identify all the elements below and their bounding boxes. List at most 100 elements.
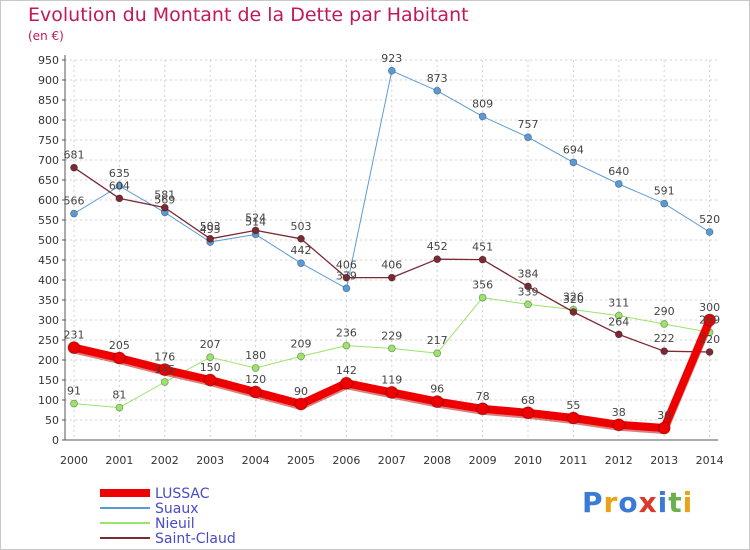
data-label-nieuil: 217: [427, 334, 448, 347]
data-label-suaux: 569: [154, 193, 175, 206]
data-label-nieuil: 236: [336, 327, 357, 340]
y-tick-label: 350: [38, 294, 59, 307]
point-lussac: [203, 373, 217, 387]
point-nieuil: [660, 320, 669, 328]
y-tick-label: 550: [38, 214, 59, 227]
x-tick-label: 2005: [287, 454, 315, 467]
grid: [65, 59, 718, 441]
point-saint-claud: [160, 203, 169, 212]
x-tick-label: 2012: [605, 454, 633, 467]
y-tick-label: 200: [38, 354, 59, 367]
point-lussac: [567, 411, 580, 425]
logo-letter: i: [657, 486, 669, 519]
data-label-suaux: 520: [699, 213, 720, 226]
legend-label-lussac: LUSSAC: [155, 486, 210, 502]
point-nieuil: [251, 364, 260, 372]
point-saint-claud: [387, 273, 396, 282]
data-label-nieuil: 145: [154, 363, 175, 376]
data-label-lussac: 205: [109, 339, 130, 352]
x-tick-label: 2010: [514, 454, 542, 467]
data-label-saint-claud: 681: [64, 149, 85, 162]
data-label-saint-claud: 524: [245, 211, 266, 224]
point-saint-claud: [115, 194, 124, 203]
data-label-nieuil: 81: [112, 389, 126, 402]
point-lussac: [113, 351, 126, 365]
y-tick-label: 700: [38, 154, 59, 167]
data-label-saint-claud: 451: [472, 241, 493, 254]
data-label-nieuil: 207: [200, 338, 221, 351]
x-tick-label: 2001: [105, 454, 133, 467]
data-label-saint-claud: 406: [381, 259, 402, 272]
point-suaux: [297, 259, 305, 268]
point-lussac: [385, 385, 399, 399]
logo-letter: i: [682, 486, 694, 519]
point-suaux: [478, 112, 487, 121]
data-label-lussac: 30: [657, 409, 671, 422]
point-saint-claud: [297, 234, 305, 243]
point-suaux: [705, 228, 714, 236]
y-tick-label: 800: [38, 114, 59, 127]
data-label-suaux: 923: [381, 52, 402, 65]
series-group: [67, 66, 716, 435]
y-tick-label: 750: [38, 134, 59, 147]
data-label-saint-claud: 406: [336, 259, 357, 272]
point-nieuil: [524, 300, 532, 309]
point-nieuil: [115, 403, 124, 412]
point-saint-claud: [433, 255, 442, 264]
data-label-lussac: 68: [521, 394, 535, 407]
data-label-nieuil: 209: [291, 337, 312, 350]
y-tick-label: 300: [38, 314, 59, 327]
point-suaux: [433, 86, 442, 95]
data-label-nieuil: 356: [472, 279, 493, 292]
data-label-saint-claud: 604: [109, 179, 130, 192]
point-lussac: [703, 313, 716, 327]
x-tick-label: 2014: [696, 454, 724, 467]
data-label-lussac: 38: [612, 406, 626, 419]
point-nieuil: [342, 341, 351, 350]
point-lussac: [339, 376, 353, 390]
y-tick-label: 650: [38, 174, 59, 187]
x-tick-label: 2002: [151, 454, 179, 467]
point-saint-claud: [206, 234, 215, 243]
chart-subtitle: (en €): [28, 29, 64, 43]
point-saint-claud: [569, 308, 578, 316]
point-saint-claud: [660, 347, 669, 356]
data-label-lussac: 231: [64, 329, 85, 342]
point-nieuil: [160, 378, 169, 386]
legend-label-suaux: Suaux: [155, 501, 199, 517]
point-suaux: [387, 66, 396, 75]
data-label-suaux: 442: [291, 244, 312, 257]
point-nieuil: [70, 399, 78, 408]
y-tick-label: 0: [52, 434, 59, 447]
data-label-saint-claud: 581: [154, 189, 175, 202]
point-nieuil: [433, 349, 442, 358]
data-label-lussac: 78: [476, 390, 490, 403]
x-tick-label: 2011: [559, 454, 587, 467]
data-label-suaux: 514: [245, 215, 266, 228]
data-label-suaux: 640: [608, 165, 629, 178]
data-label-lussac: 150: [200, 361, 221, 374]
point-saint-claud: [524, 282, 532, 291]
data-label-lussac: 96: [430, 383, 444, 396]
data-label-nieuil: 229: [381, 329, 402, 342]
chart-title: Evolution du Montant de la Dette par Hab…: [28, 4, 469, 26]
data-label-suaux: 635: [109, 167, 130, 180]
point-lussac: [657, 421, 671, 435]
x-tick-label: 2003: [196, 454, 224, 467]
data-label-saint-claud: 452: [427, 240, 448, 253]
y-tick-label: 500: [38, 234, 59, 247]
data-label-saint-claud: 220: [699, 333, 720, 346]
legend-label-nieuil: Nieuil: [155, 516, 195, 532]
data-label-nieuil: 311: [608, 297, 629, 310]
data-label-saint-claud: 264: [608, 315, 629, 328]
axes: 0 50 100 150 200 250 300 350 400 450 500 550 600 650 7…: [38, 54, 724, 467]
data-label-suaux: 495: [200, 223, 221, 236]
point-lussac: [67, 341, 81, 355]
point-suaux: [614, 180, 623, 188]
point-saint-claud: [342, 273, 351, 282]
y-tick-label: 900: [38, 74, 59, 87]
logo-letter: P: [582, 486, 604, 519]
proxiti-logo: Proxiti: [582, 486, 693, 519]
